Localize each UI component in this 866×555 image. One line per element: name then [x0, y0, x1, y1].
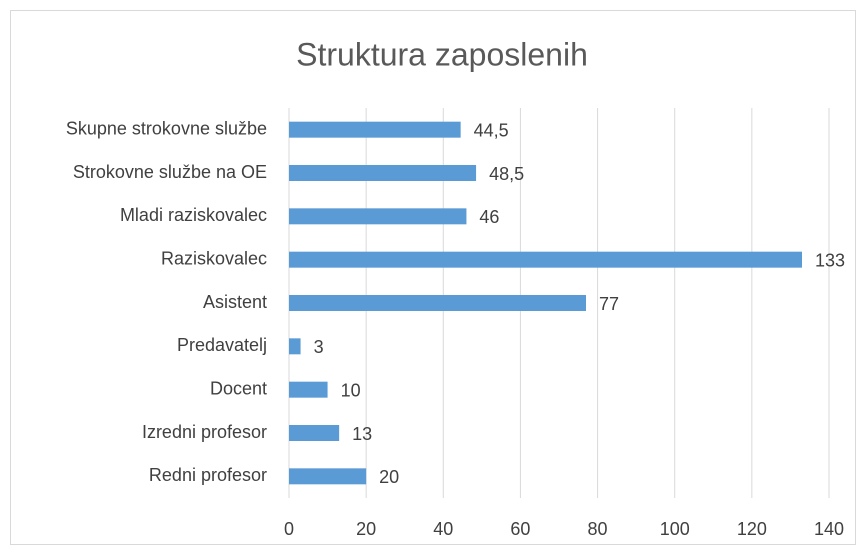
y-tick-label: Strokovne službe na OE [73, 162, 267, 182]
y-tick-label: Asistent [203, 292, 267, 312]
value-label: 77 [599, 294, 619, 314]
value-label: 3 [314, 337, 324, 357]
x-tick-label: 0 [284, 519, 294, 539]
x-tick-label: 140 [814, 519, 844, 539]
y-tick-label: Predavatelj [177, 335, 267, 355]
x-tick-label: 40 [433, 519, 453, 539]
value-label: 10 [341, 380, 361, 400]
y-tick-label: Izredni profesor [142, 422, 267, 442]
bar [289, 251, 802, 268]
y-tick-label: Skupne strokovne službe [66, 118, 267, 138]
bar [289, 208, 467, 225]
value-label: 48,5 [489, 164, 524, 184]
y-tick-label: Docent [210, 378, 267, 398]
bar [289, 295, 586, 311]
x-tick-label: 60 [510, 519, 530, 539]
value-label: 133 [815, 250, 845, 270]
y-tick-label: Raziskovalec [161, 248, 267, 268]
chart-frame [10, 10, 856, 545]
bar [289, 425, 340, 441]
value-label: 13 [352, 424, 372, 444]
x-tick-label: 80 [588, 519, 608, 539]
bar [289, 381, 328, 398]
value-label: 46 [479, 207, 499, 227]
value-label: 44,5 [474, 120, 509, 140]
x-tick-label: 20 [356, 519, 376, 539]
y-tick-label: Redni profesor [149, 465, 267, 485]
bar [289, 121, 461, 138]
bar [289, 468, 367, 485]
bar [289, 338, 301, 355]
bar [289, 165, 477, 181]
value-label: 20 [379, 467, 399, 487]
y-tick-label: Mladi raziskovalec [120, 205, 267, 225]
x-tick-label: 120 [737, 519, 767, 539]
x-tick-label: 100 [660, 519, 690, 539]
chart-title: Struktura zaposlenih [296, 36, 588, 72]
